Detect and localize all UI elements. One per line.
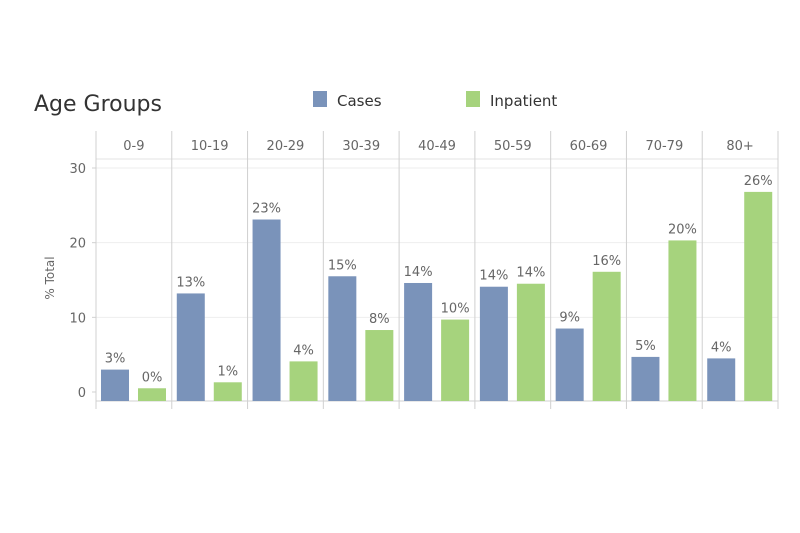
y-tick-label: 0 <box>78 386 86 401</box>
data-label-cases: 9% <box>559 311 580 326</box>
category-label: 0-9 <box>123 139 144 154</box>
bar-cases[interactable] <box>479 286 508 401</box>
category-panels <box>95 131 779 409</box>
data-label-cases: 5% <box>635 339 656 354</box>
legend-swatch-inpatient <box>466 91 480 107</box>
data-labels: 3% 13% 23% 15% 14% 14% 9% 5% 4% 0% 1% 4% 8% 10% 14% 16%… <box>105 174 773 385</box>
category-label: 70-79 <box>645 139 683 154</box>
y-tick-label: 10 <box>69 311 86 326</box>
chart-title: Age Groups <box>34 92 162 117</box>
bar-inpatient[interactable] <box>289 361 318 401</box>
data-label-inpatient: 20% <box>668 222 697 237</box>
legend-label-inpatient: Inpatient <box>490 92 557 110</box>
bars <box>101 191 773 401</box>
legend-item-inpatient[interactable]: Inpatient <box>466 91 557 110</box>
data-label-cases: 4% <box>711 340 732 355</box>
category-label: 80+ <box>726 139 753 154</box>
data-label-inpatient: 10% <box>441 302 470 317</box>
data-label-inpatient: 14% <box>516 266 545 281</box>
category-label: 30-39 <box>342 139 380 154</box>
data-label-cases: 15% <box>328 258 357 273</box>
y-axis-ticks: 0 10 20 30 <box>69 162 96 401</box>
category-label: 40-49 <box>418 139 456 154</box>
bar-inpatient[interactable] <box>744 191 773 401</box>
category-labels: 0-9 10-19 20-29 30-39 40-49 50-59 60-69 70-79 80… <box>123 139 754 154</box>
y-tick-label: 30 <box>69 162 86 177</box>
category-label: 60-69 <box>570 139 608 154</box>
bar-cases[interactable] <box>631 356 660 401</box>
data-label-inpatient: 8% <box>369 312 390 327</box>
bar-inpatient[interactable] <box>516 283 545 401</box>
gridlines <box>96 167 778 318</box>
bar-cases[interactable] <box>555 328 584 401</box>
bar-cases[interactable] <box>252 219 281 401</box>
bar-inpatient[interactable] <box>441 319 470 401</box>
data-label-inpatient: 1% <box>217 364 238 379</box>
legend: Cases Inpatient <box>313 91 557 110</box>
bar-inpatient[interactable] <box>668 240 697 401</box>
bar-cases[interactable] <box>101 369 129 401</box>
data-label-cases: 14% <box>479 269 508 284</box>
data-label-inpatient: 4% <box>293 343 314 358</box>
legend-label-cases: Cases <box>337 92 382 110</box>
category-label: 20-29 <box>267 139 305 154</box>
bar-cases[interactable] <box>404 282 433 401</box>
data-label-cases: 3% <box>105 352 126 367</box>
data-label-inpatient: 26% <box>744 174 773 189</box>
bar-cases[interactable] <box>707 358 736 401</box>
data-label-cases: 14% <box>404 265 433 280</box>
legend-swatch-cases <box>313 91 327 107</box>
data-label-inpatient: 0% <box>142 370 163 385</box>
bar-cases[interactable] <box>328 276 357 401</box>
bar-inpatient[interactable] <box>138 388 166 401</box>
category-label: 10-19 <box>191 139 229 154</box>
y-tick-label: 20 <box>69 237 86 252</box>
legend-item-cases[interactable]: Cases <box>313 91 382 110</box>
data-label-inpatient: 16% <box>592 254 621 269</box>
bar-inpatient[interactable] <box>365 330 394 401</box>
data-label-cases: 23% <box>252 202 281 217</box>
bar-inpatient[interactable] <box>213 382 242 401</box>
bar-cases[interactable] <box>176 293 205 401</box>
y-axis-title: % Total <box>43 256 57 299</box>
category-label: 50-59 <box>494 139 532 154</box>
data-label-cases: 13% <box>176 275 205 290</box>
bar-inpatient[interactable] <box>592 271 621 401</box>
